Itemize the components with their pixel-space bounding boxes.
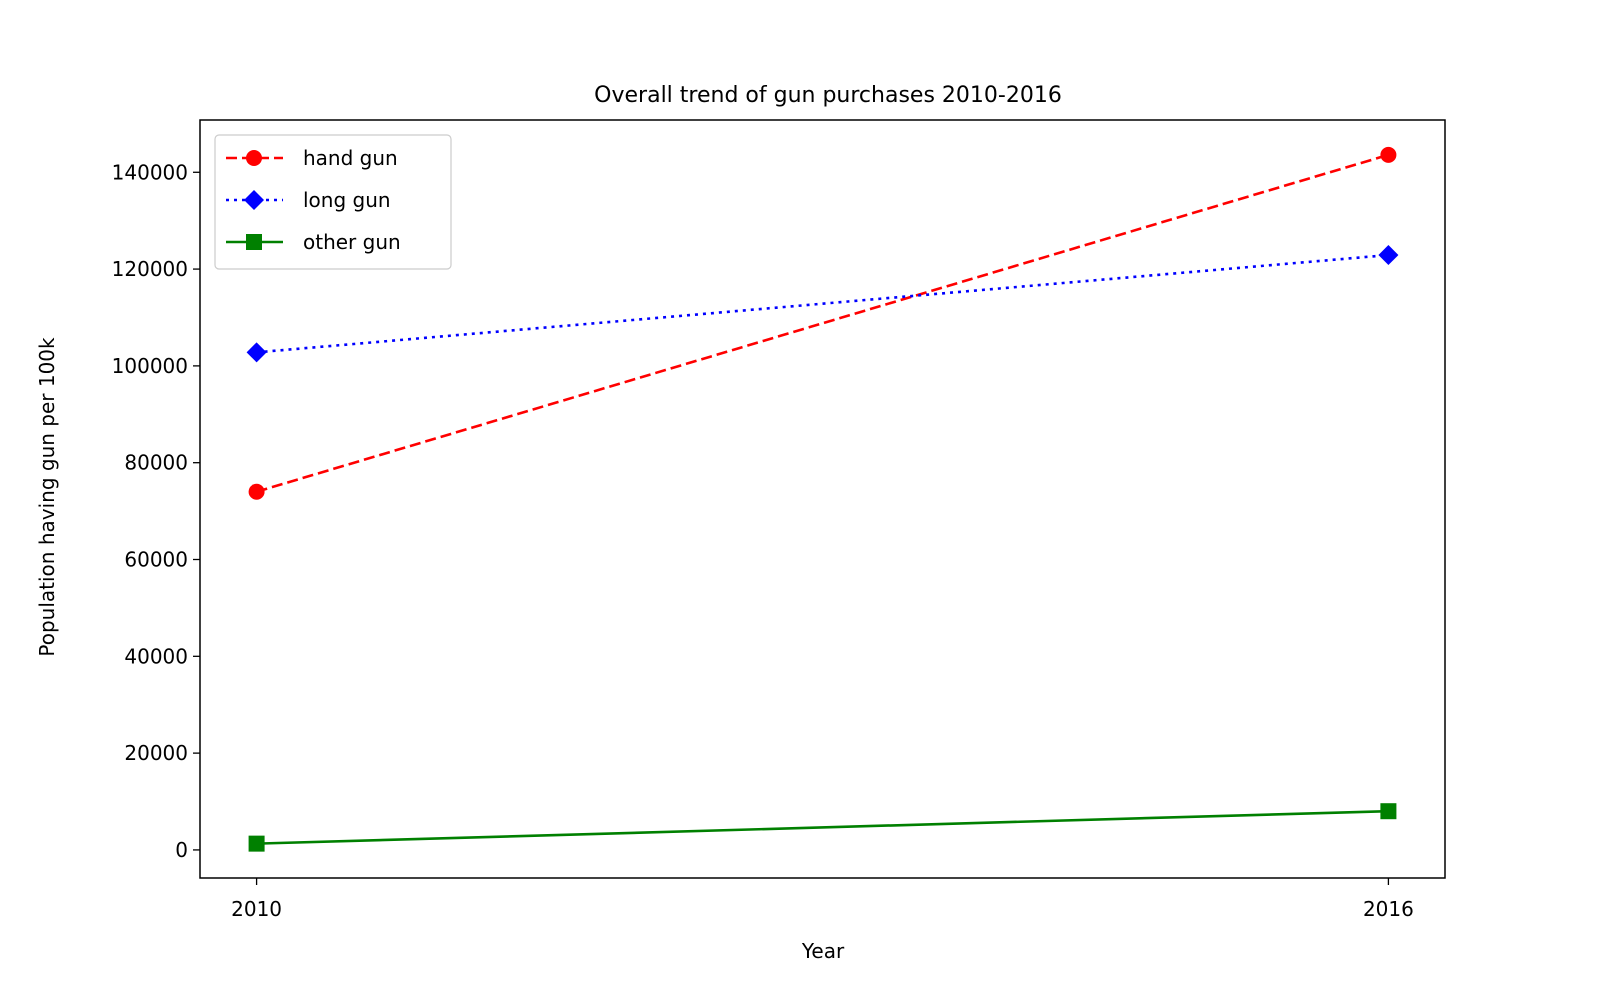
data-point-other-gun (248, 835, 265, 852)
legend-label-long-gun: long gun (303, 188, 391, 212)
data-point-long-gun (246, 342, 267, 363)
legend-label-other-gun: other gun (303, 230, 401, 254)
y-tick-label: 40000 (124, 644, 188, 668)
series-line-hand-gun (256, 153, 1389, 493)
chart-title: Overall trend of gun purchases 2010-2016 (594, 83, 1062, 108)
legend-marker-other-gun (246, 234, 262, 250)
y-tick-label: 120000 (112, 257, 188, 281)
legend-marker-long-gun (244, 190, 264, 210)
y-axis-ticks: 0 20000 40000 60000 80000 100000 120000 140000 (112, 160, 200, 862)
legend-items: hand gun long gun other gun (226, 146, 401, 254)
y-axis-label: Population having gun per 100k (35, 337, 59, 657)
series-line-long-gun (256, 253, 1389, 354)
y-tick-label: 80000 (124, 451, 188, 475)
plot-frame (199, 119, 1446, 879)
series-layer (246, 146, 1399, 852)
y-tick-label: 140000 (112, 160, 188, 184)
x-tick-label: 2010 (231, 897, 282, 921)
y-tick-label: 100000 (112, 354, 188, 378)
y-tick-label: 0 (175, 838, 188, 862)
legend-box (214, 134, 452, 270)
x-axis-label: Year (801, 939, 845, 963)
legend-marker-hand-gun (246, 150, 262, 166)
data-point-hand-gun (1380, 146, 1397, 163)
y-tick-label: 60000 (124, 548, 188, 572)
data-point-other-gun (1380, 803, 1397, 820)
x-axis-ticks: 2010 2016 (231, 878, 1414, 921)
legend: hand gun long gun other gun (214, 134, 452, 270)
x-tick-label: 2016 (1363, 897, 1414, 921)
data-point-long-gun (1378, 245, 1399, 266)
y-tick-label: 20000 (124, 741, 188, 765)
series-line-other-gun (256, 809, 1389, 845)
data-point-hand-gun (248, 483, 265, 500)
legend-label-hand-gun: hand gun (303, 146, 398, 170)
